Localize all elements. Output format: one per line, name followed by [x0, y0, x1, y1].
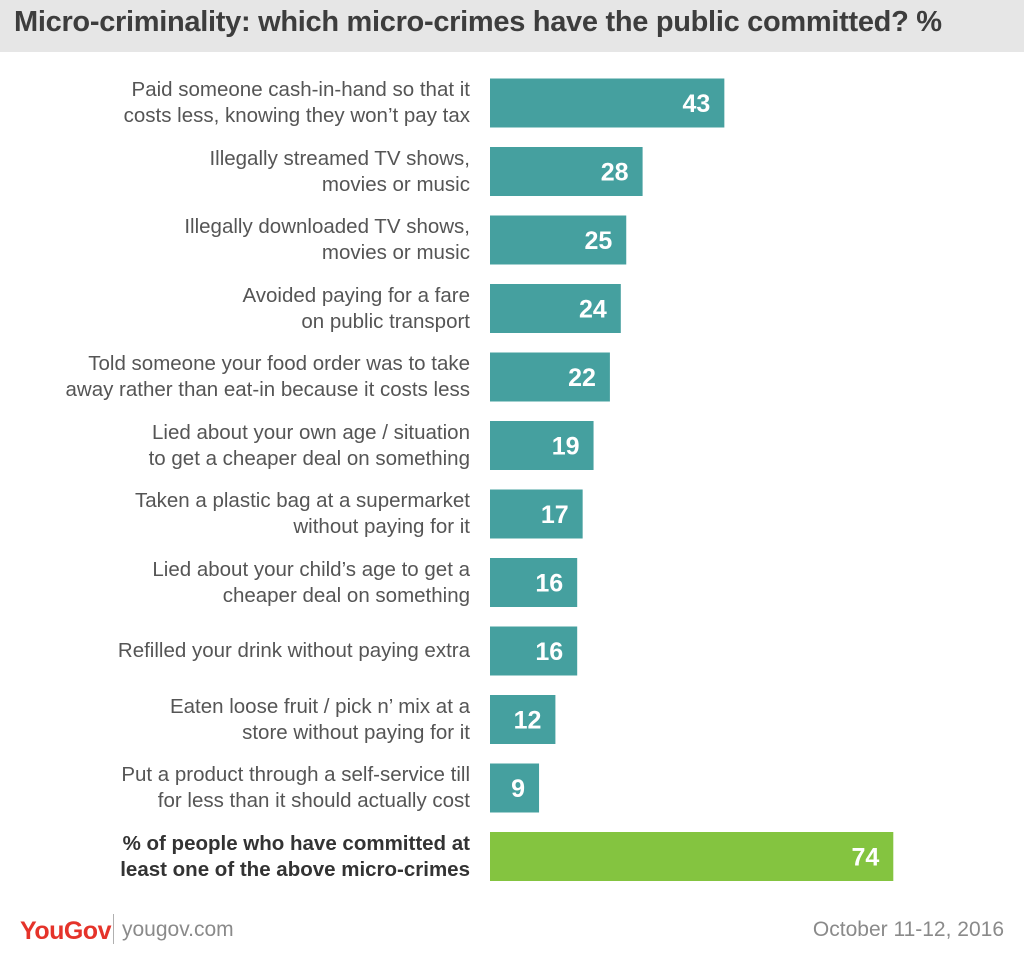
bar-value-label: 43	[683, 90, 711, 118]
footer-date: October 11-12, 2016	[812, 918, 1004, 941]
category-label: Lied about your child’s age to get a chea…	[0, 557, 470, 609]
category-label: Taken a plastic bag at a supermarket with…	[0, 488, 470, 540]
category-label-line: cheaper deal on something	[222, 583, 470, 607]
bar-value-label: 17	[541, 501, 569, 529]
bar	[490, 352, 610, 402]
category-label-line: on public transport	[301, 309, 470, 333]
category-label: Illegally streamed TV shows, movies or mu…	[0, 146, 470, 198]
category-label-line: Lied about your own age / situation	[152, 420, 470, 444]
category-label: Paid someone cash-in-hand so that it cost…	[0, 77, 470, 129]
bar-total	[490, 832, 894, 881]
category-label-line: store without paying for it	[242, 720, 470, 744]
category-label-line: costs less, knowing they won’t pay tax	[123, 104, 470, 127]
category-label-line: Illegally downloaded TV shows,	[184, 215, 470, 238]
category-label-line: movies or music	[321, 172, 470, 196]
yougov-logo: YouGov	[20, 917, 111, 945]
bar	[490, 147, 643, 196]
footer-divider	[113, 914, 114, 944]
category-label: Lied about your own age / situation to ge…	[0, 420, 470, 472]
category-label-line: without paying for it	[293, 515, 470, 538]
footer-url: yougov.com	[122, 918, 234, 941]
bar-value-label: 24	[579, 296, 607, 324]
bar	[490, 489, 583, 539]
bar-value-label: 9	[511, 775, 525, 803]
category-label-line: for less than it should actually cost	[157, 789, 470, 812]
category-label: Avoided paying for a fare on public trans…	[0, 283, 470, 335]
bar	[490, 78, 725, 128]
category-label-line: to get a cheaper deal on something	[148, 446, 470, 470]
bar-value-label: 16	[535, 570, 563, 598]
bar	[490, 763, 540, 813]
category-label-line: Refilled your drink without paying extra	[117, 639, 470, 662]
title-bar: Micro-criminality: which micro-crimes ha…	[0, 0, 1024, 52]
bar-value-label: 28	[601, 159, 629, 187]
category-label-line: Taken a plastic bag at a supermarket	[134, 489, 470, 512]
category-label: Put a product through a self-service til…	[0, 762, 470, 814]
bar	[490, 558, 578, 607]
bar	[490, 215, 627, 265]
category-label: Illegally downloaded TV shows, movies or …	[0, 214, 470, 266]
category-label-line: away rather than eat-in because it costs…	[65, 378, 470, 401]
category-label-line: Avoided paying for a fare	[242, 283, 470, 307]
bar-value-label: 12	[514, 707, 542, 735]
category-label-line: Eaten loose fruit / pick n’ mix at a	[169, 694, 470, 718]
category-label: Refilled your drink without paying extra	[0, 638, 470, 664]
bar	[490, 284, 621, 333]
chart-title: Micro-criminality: which micro-crimes ha…	[14, 6, 942, 38]
category-label: Told someone your food order was to take…	[0, 351, 470, 403]
category-label-total: % of people who have committed at least o…	[0, 831, 470, 883]
bar	[490, 421, 594, 470]
category-label-line: Illegally streamed TV shows,	[209, 146, 470, 170]
category-label-line: Lied about your child’s age to get a	[152, 557, 470, 581]
category-label-line: Paid someone cash-in-hand so that it	[131, 78, 470, 101]
bar-value-label: 22	[568, 364, 596, 392]
category-label-line: % of people who have committed at	[122, 831, 470, 855]
category-label: Eaten loose fruit / pick n’ mix at a stor…	[0, 694, 470, 746]
category-label-line: least one of the above micro-crimes	[120, 857, 470, 881]
bar-value-label: 25	[584, 227, 612, 255]
bar-value-label: 74	[851, 844, 879, 872]
bar	[490, 626, 578, 676]
bar-value-label: 19	[552, 433, 580, 461]
category-label-line: Told someone your food order was to take	[88, 352, 470, 375]
bar-value-label: 16	[535, 638, 563, 666]
category-label-line: movies or music	[321, 241, 470, 264]
bar	[490, 695, 556, 744]
category-label-line: Put a product through a self-service til…	[121, 763, 470, 786]
